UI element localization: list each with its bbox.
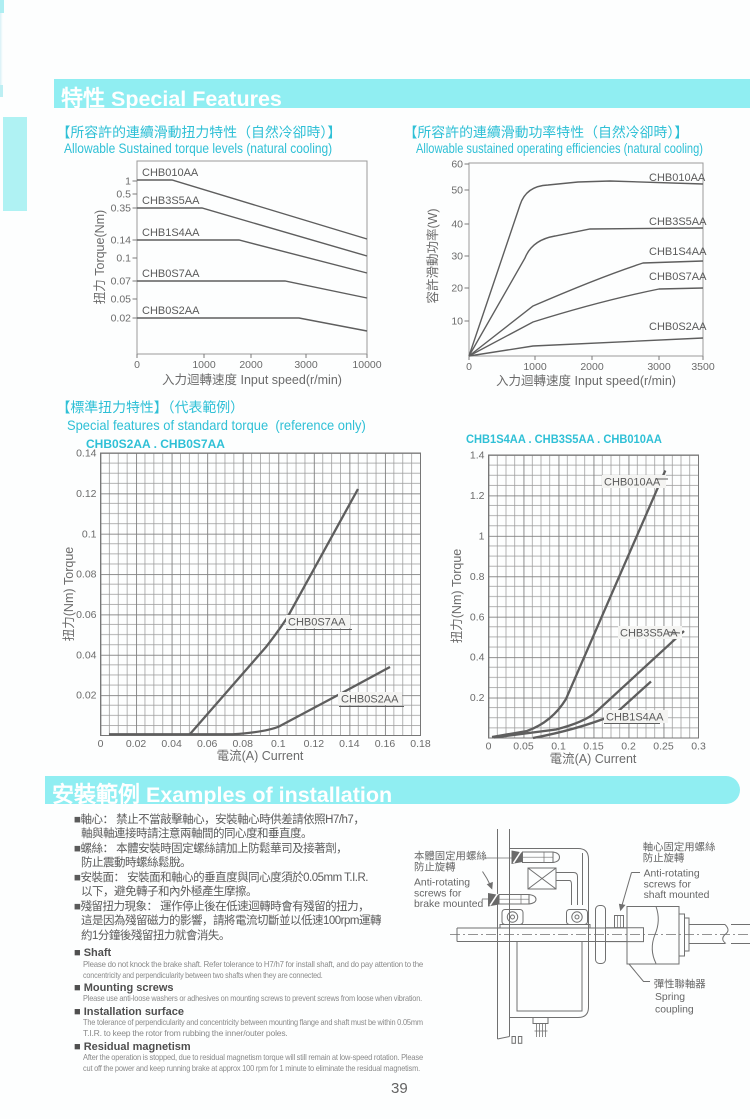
svg-text:0.02: 0.02 xyxy=(111,313,132,325)
svg-text:CHB0S7AA: CHB0S7AA xyxy=(142,268,200,280)
svg-text:0.06: 0.06 xyxy=(76,609,97,621)
svg-text:0.12: 0.12 xyxy=(76,488,97,500)
svg-text:1.2: 1.2 xyxy=(470,490,485,502)
svg-text:CHB0S7AA: CHB0S7AA xyxy=(649,271,707,283)
svg-text:60: 60 xyxy=(451,159,463,171)
svg-text:彈性聯軸器: 彈性聯軸器 xyxy=(654,977,707,990)
svg-text:0.1: 0.1 xyxy=(82,528,97,540)
svg-text:入力迴轉速度 Input speed(r/min): 入力迴轉速度 Input speed(r/min) xyxy=(162,372,342,387)
svg-text:40: 40 xyxy=(451,219,463,231)
svg-text:2000: 2000 xyxy=(580,361,604,373)
svg-text:0.14: 0.14 xyxy=(76,448,97,460)
svg-text:0.6: 0.6 xyxy=(470,611,485,623)
svg-text:0.1: 0.1 xyxy=(116,253,131,265)
svg-text:0.12: 0.12 xyxy=(304,738,325,750)
svg-text:Anti-rotating: Anti-rotating xyxy=(414,878,470,889)
svg-text:0.25: 0.25 xyxy=(653,741,674,753)
svg-text:扭力(Nm) Torque: 扭力(Nm) Torque xyxy=(62,547,76,642)
svg-text:本體固定用螺絲: 本體固定用螺絲 xyxy=(414,850,487,863)
svg-text:0.02: 0.02 xyxy=(76,690,97,702)
svg-text:20: 20 xyxy=(451,283,463,295)
svg-text:CHB1S4AA: CHB1S4AA xyxy=(142,227,200,239)
svg-text:brake mounted: brake mounted xyxy=(414,899,484,910)
svg-text:0.06: 0.06 xyxy=(197,738,218,750)
svg-text:1000: 1000 xyxy=(192,359,216,371)
svg-text:0.02: 0.02 xyxy=(126,738,147,750)
svg-text:CHB3S5AA: CHB3S5AA xyxy=(649,216,707,228)
svg-text:0.2: 0.2 xyxy=(621,741,636,753)
svg-text:CHB1S4AA: CHB1S4AA xyxy=(606,712,664,724)
svg-text:防止旋轉: 防止旋轉 xyxy=(414,861,456,874)
svg-text:3000: 3000 xyxy=(647,361,671,373)
svg-text:0.14: 0.14 xyxy=(339,738,360,750)
svg-text:電流(A) Current: 電流(A) Current xyxy=(217,749,304,763)
svg-text:Anti-rotating: Anti-rotating xyxy=(644,868,700,879)
svg-text:0.04: 0.04 xyxy=(161,738,182,750)
svg-text:0.1: 0.1 xyxy=(271,738,286,750)
svg-text:30: 30 xyxy=(451,251,463,263)
svg-text:0.1: 0.1 xyxy=(551,741,566,753)
svg-text:0.18: 0.18 xyxy=(410,738,431,750)
svg-text:0.8: 0.8 xyxy=(470,571,485,583)
svg-text:50: 50 xyxy=(451,185,463,197)
svg-text:1.4: 1.4 xyxy=(470,450,485,462)
svg-text:1000: 1000 xyxy=(523,361,547,373)
svg-text:0.16: 0.16 xyxy=(375,738,396,750)
svg-text:3500: 3500 xyxy=(691,361,715,373)
svg-text:screws for: screws for xyxy=(644,880,692,891)
svg-text:0: 0 xyxy=(466,361,472,373)
svg-text:扭力(Nm) Torque: 扭力(Nm) Torque xyxy=(450,549,464,644)
svg-text:CHB0S2AA: CHB0S2AA xyxy=(142,305,200,317)
svg-text:1: 1 xyxy=(479,530,485,542)
svg-text:0.35: 0.35 xyxy=(111,203,132,215)
svg-text:容許滑動功率(W): 容許滑動功率(W) xyxy=(425,208,440,303)
svg-text:coupling: coupling xyxy=(655,1005,694,1016)
svg-text:0: 0 xyxy=(98,738,104,750)
svg-text:0.04: 0.04 xyxy=(76,649,97,661)
svg-text:電流(A) Current: 電流(A) Current xyxy=(550,752,637,766)
svg-text:0.15: 0.15 xyxy=(583,741,604,753)
svg-text:入力迴轉速度 Input speed(r/min): 入力迴轉速度 Input speed(r/min) xyxy=(496,373,676,388)
svg-text:CHB3S5AA: CHB3S5AA xyxy=(142,195,200,207)
svg-text:10000: 10000 xyxy=(352,359,381,371)
svg-text:軸心固定用螺絲: 軸心固定用螺絲 xyxy=(643,841,716,854)
svg-text:screws for: screws for xyxy=(414,888,462,899)
svg-text:0.2: 0.2 xyxy=(470,692,485,704)
svg-text:CHB0S2AA: CHB0S2AA xyxy=(649,321,707,333)
svg-text:0.08: 0.08 xyxy=(76,569,97,581)
svg-text:CHB010AA: CHB010AA xyxy=(649,172,706,184)
svg-text:0.4: 0.4 xyxy=(470,652,485,664)
svg-text:1: 1 xyxy=(125,176,131,188)
svg-text:防止旋轉: 防止旋轉 xyxy=(643,852,685,865)
svg-text:0.07: 0.07 xyxy=(111,276,132,288)
svg-text:扭力 Torque(Nm): 扭力 Torque(Nm) xyxy=(93,210,107,304)
svg-text:CHB1S4AA: CHB1S4AA xyxy=(649,246,707,258)
svg-text:0.08: 0.08 xyxy=(233,738,254,750)
svg-text:0.05: 0.05 xyxy=(111,294,132,306)
svg-text:0.3: 0.3 xyxy=(691,741,706,753)
svg-text:0.05: 0.05 xyxy=(513,741,534,753)
svg-text:CHB3S5AA: CHB3S5AA xyxy=(620,628,678,640)
svg-text:0.5: 0.5 xyxy=(116,189,131,201)
svg-text:0: 0 xyxy=(486,741,492,753)
svg-text:0: 0 xyxy=(134,359,140,371)
svg-text:CHB0S7AA: CHB0S7AA xyxy=(288,617,346,629)
svg-text:2000: 2000 xyxy=(239,359,263,371)
svg-text:Spring: Spring xyxy=(655,992,685,1003)
svg-text:10: 10 xyxy=(451,316,463,328)
svg-text:CHB010AA: CHB010AA xyxy=(604,477,661,489)
svg-text:CHB0S2AA: CHB0S2AA xyxy=(341,694,399,706)
svg-text:CHB010AA: CHB010AA xyxy=(142,167,199,179)
svg-text:shaft mounted: shaft mounted xyxy=(644,890,710,901)
svg-text:0.14: 0.14 xyxy=(111,235,132,247)
svg-text:3000: 3000 xyxy=(294,359,318,371)
